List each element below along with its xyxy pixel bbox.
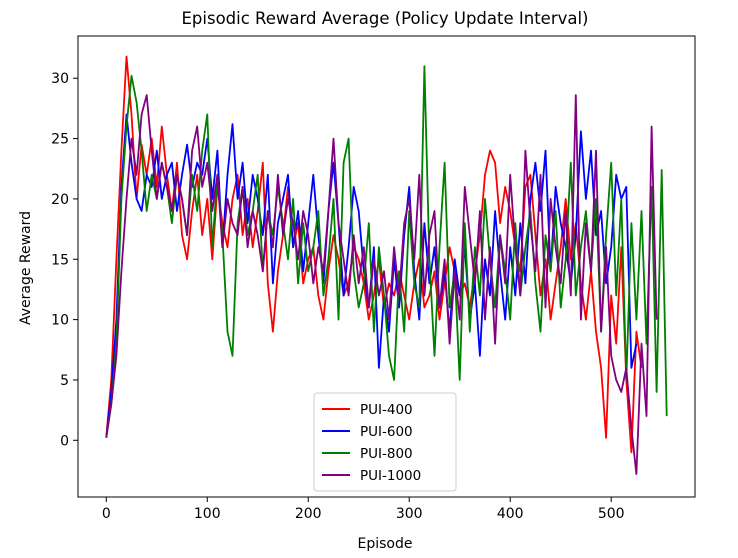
legend-label: PUI-600 [360, 424, 413, 440]
series-line-pui-800 [105, 65, 668, 439]
y-tick-label: 25 [51, 132, 69, 148]
y-tick-label: 10 [51, 313, 69, 329]
legend-box [313, 392, 457, 492]
legend-label: PUI-800 [360, 446, 413, 462]
series-line-pui-1000 [105, 94, 658, 476]
x-tick-label: 400 [497, 506, 524, 522]
x-tick-label: 500 [598, 506, 625, 522]
x-tick-label: 200 [295, 506, 322, 522]
chart-title: Episodic Reward Average (Policy Update I… [181, 9, 588, 28]
y-tick-label: 5 [60, 373, 69, 389]
y-axis-title: Average Reward [18, 211, 34, 325]
x-tick-label: 300 [396, 506, 423, 522]
plot-frame [77, 35, 696, 498]
x-tick-label: 100 [194, 506, 221, 522]
y-tick-label: 30 [51, 71, 69, 87]
series-line-pui-400 [105, 55, 643, 454]
x-tick-label: 0 [102, 506, 111, 522]
x-axis-title: Episode [358, 536, 413, 552]
y-tick-label: 15 [51, 252, 69, 268]
y-tick-label: 20 [51, 192, 69, 208]
legend-label: PUI-400 [360, 402, 413, 418]
legend-label: PUI-1000 [360, 468, 421, 484]
y-tick-label: 0 [60, 433, 69, 449]
